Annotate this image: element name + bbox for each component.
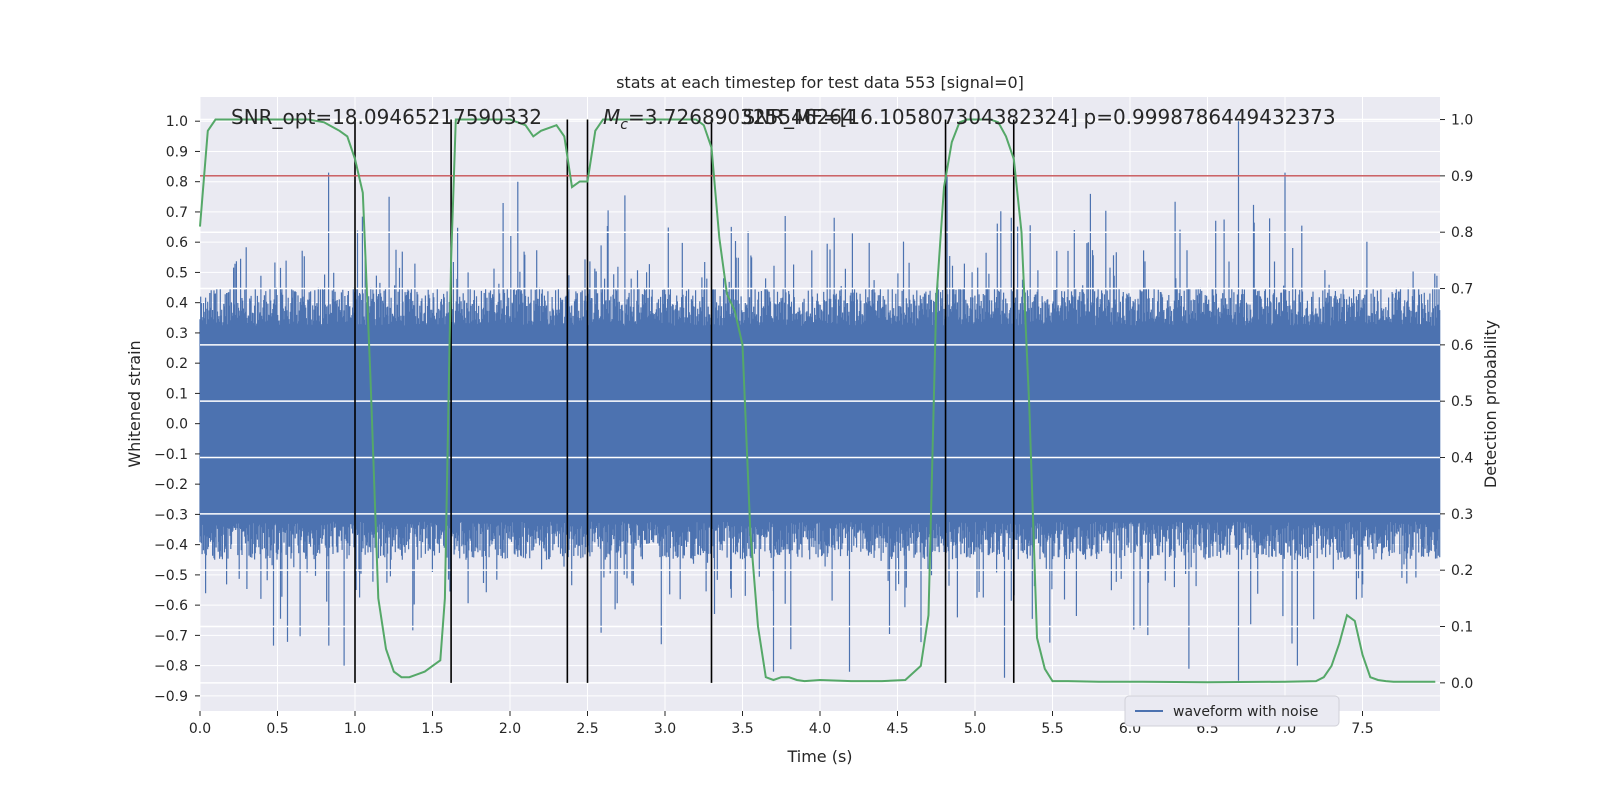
y-tick-label-left: −0.7	[154, 628, 188, 644]
x-tick-label: 5.5	[1041, 721, 1063, 737]
legend-box	[1124, 695, 1340, 727]
annotations: SNR_opt=18.09465217590332 Mc=3.7268903255…	[231, 105, 1336, 133]
annotation-1: SNR_opt=18.09465217590332	[231, 105, 542, 129]
ticks: 0.0 0.5 1.0 1.5 2.0 2.5 3.0 3.5 4.0 4.5 5.0 5.5 6.0 6…	[154, 113, 1473, 737]
y-tick-label-left: 0.9	[166, 144, 188, 160]
y-tick-label-right: 0.0	[1451, 676, 1473, 692]
probability-series	[199, 118, 1436, 684]
y-tick-label-left: −0.5	[154, 568, 188, 584]
chart-title: stats at each timestep for test data 553…	[616, 73, 1024, 92]
y-tick-label-left: 0.6	[166, 235, 188, 251]
x-tick-label: 4.0	[809, 721, 831, 737]
y-tick-label-right: 0.3	[1451, 507, 1473, 523]
y-tick-label-right: 0.6	[1451, 338, 1473, 354]
y-tick-label-right: 0.7	[1451, 282, 1473, 298]
y-tick-label-right: 0.2	[1451, 563, 1473, 579]
annotation-3: SNR_MF=[16.105807304382324]	[743, 105, 1078, 129]
y-tick-label-left: −0.1	[154, 447, 188, 463]
y-tick-label-left: −0.6	[154, 598, 188, 614]
annotation-4: p=0.9998786449432373	[1084, 105, 1336, 129]
waveform-series	[199, 121, 1441, 681]
x-tick-label: 3.5	[731, 721, 753, 737]
y-tick-label-left: 0.1	[166, 386, 188, 402]
x-tick-label: 1.0	[344, 721, 366, 737]
y-tick-label-left: 0.3	[166, 326, 188, 342]
y-axis-label-right: Detection probability	[1481, 320, 1500, 488]
x-tick-label: 2.5	[576, 721, 598, 737]
x-tick-label: 7.5	[1351, 721, 1373, 737]
y-tick-label-right: 0.1	[1451, 620, 1473, 636]
x-axis-label: Time (s)	[786, 747, 852, 766]
y-tick-label-left: −0.2	[154, 477, 188, 493]
y-tick-label-right: 0.5	[1451, 394, 1473, 410]
x-tick-label: 1.5	[421, 721, 443, 737]
x-tick-label: 5.0	[964, 721, 986, 737]
y-tick-label-right: 1.0	[1451, 113, 1473, 129]
y-axis-label-left: Whitened strain	[125, 340, 144, 467]
x-tick-label: 2.0	[499, 721, 521, 737]
x-tick-label: 0.5	[266, 721, 288, 737]
y-tick-label-right: 0.9	[1451, 169, 1473, 185]
y-tick-label-right: 0.8	[1451, 225, 1473, 241]
y-tick-label-left: −0.9	[154, 689, 188, 705]
y-tick-label-left: 0.4	[166, 296, 188, 312]
legend-label: waveform with noise	[1173, 704, 1318, 720]
y-tick-label-left: −0.8	[154, 659, 188, 675]
y-tick-label-left: 0.5	[166, 265, 188, 281]
annotation-2: Mc=3.726890325546264	[603, 105, 855, 133]
x-tick-label: 0.0	[189, 721, 211, 737]
vertical-markers	[354, 119, 1015, 683]
y-tick-label-left: 0.0	[166, 417, 188, 433]
y-tick-label-left: 0.8	[166, 175, 188, 191]
y-tick-label-left: 0.7	[166, 205, 188, 221]
y-tick-label-right: 0.4	[1451, 451, 1473, 467]
x-tick-label: 3.0	[654, 721, 676, 737]
y-tick-label-left: −0.3	[154, 507, 188, 523]
y-tick-label-left: 0.2	[166, 356, 188, 372]
y-tick-label-left: 1.0	[166, 114, 188, 130]
x-tick-label: 4.5	[886, 721, 908, 737]
y-tick-label-left: −0.4	[154, 538, 188, 554]
legend: waveform with noise	[1124, 695, 1340, 727]
